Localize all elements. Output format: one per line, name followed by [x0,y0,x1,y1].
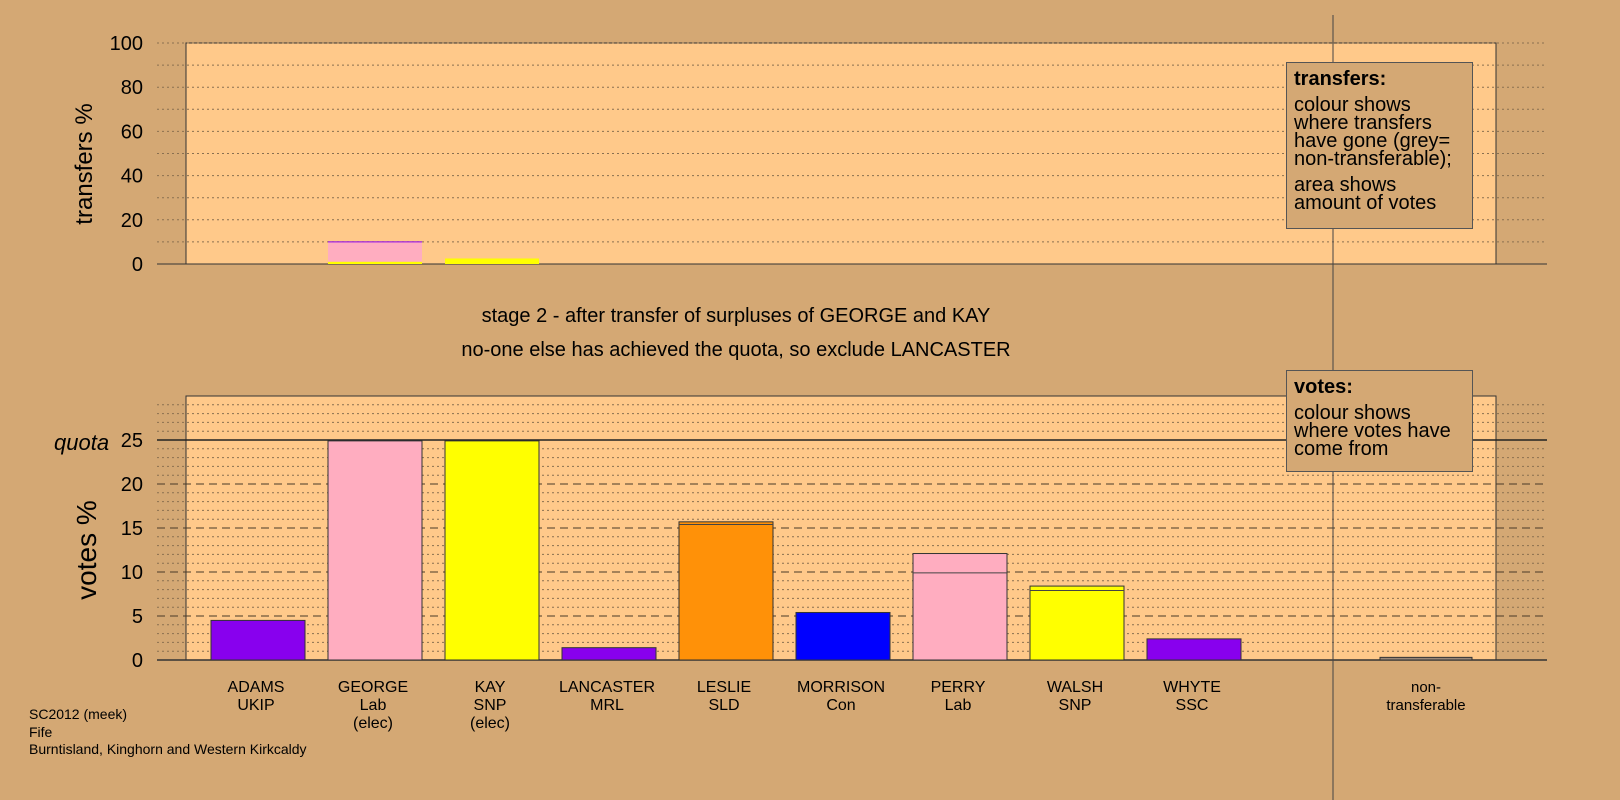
transfer-bar-george [328,241,422,264]
candidate-status: (elec) [352,715,393,732]
candidate-label-perry: PERRY Lab [898,679,1018,715]
candidate-label-adams: ADAMS UKIP [196,679,316,715]
candidate-label-walsh: WALSH SNP [1015,679,1135,715]
candidate-label-leslie: LESLIE SLD [664,679,784,715]
candidate-name: LESLIE [696,679,752,696]
candidate-party: MRL [590,697,624,714]
votes-legend-text1: colour shows where votes have come from [1294,402,1451,460]
transfers-tick-label: 100 [110,33,143,55]
votes-tick-label: 5 [132,606,143,628]
council-name: Fife [29,723,53,740]
candidate-party: Lab [359,697,387,714]
election-info: SC2012 (meek) Fife Burntisland, Kinghorn… [29,706,307,759]
candidate-label-whyte: WHYTE SSC [1132,679,1252,715]
transfers-tick-label: 0 [132,254,143,276]
nontransferable-label-line: transferable [1386,697,1466,714]
transfer-bar-layer [328,261,422,264]
transfers-tick-label: 20 [121,210,143,232]
votes-tick-label: 15 [121,518,143,540]
candidate-label-lancaster: LANCASTER MRL [547,679,667,715]
candidate-party: Con [826,697,856,714]
candidate-name: KAY [474,679,506,696]
candidate-party: SSC [1175,697,1209,714]
transfer-bar-kay [445,258,539,264]
votes-tick-label: 0 [132,650,143,672]
transfers-legend-title: transfers: [1294,68,1387,90]
nontransferable-bar [1379,656,1473,661]
transfers-legend-text2: area shows amount of votes [1294,174,1437,214]
candidate-name: LANCASTER [558,679,656,696]
candidate-name: WHYTE [1163,679,1221,696]
stage-subtitle: stage 2 - after transfer of surpluses of… [481,305,991,327]
vote-bar-george [327,440,423,661]
exclusion-subtitle: no-one else has achieved the quota, so e… [461,339,1011,361]
candidate-name: WALSH [1046,679,1104,696]
vote-bar-adams [210,619,306,661]
transfers-tick-label: 60 [121,121,143,143]
votes-tick-label: 25 [121,430,143,452]
votes-chart: 0 5 10 15 20 25 [121,395,1547,672]
candidate-name: ADAMS [227,679,285,696]
vote-bar-leslie [678,521,774,661]
transfers-axis-label: transfers % [71,103,98,225]
candidate-name: PERRY [930,679,986,696]
votes-legend: votes: colour shows where votes have com… [1286,370,1473,472]
nontransferable-label: non-transferable [1366,679,1486,715]
candidate-name: MORRISON [797,679,885,696]
nontransferable-label-line: non- [1410,679,1442,696]
vote-bar-whyte [1146,638,1242,661]
vote-bar-lancaster [561,647,657,661]
candidate-party: UKIP [237,697,275,714]
candidate-label-morrison: MORRISON Con [781,679,901,715]
votes-axis-label: votes % [71,500,102,600]
candidate-status: (elec) [469,715,510,732]
vote-bar-morrison [795,611,891,661]
candidate-label-george: GEORGE Lab (elec) [313,679,433,733]
election-method: SC2012 (meek) [29,706,128,722]
candidate-party: Lab [944,697,972,714]
transfers-tick-label: 80 [121,77,143,99]
quota-label: quota [54,430,110,455]
votes-tick-label: 10 [121,562,143,584]
candidate-party: SNP [1058,697,1092,714]
transfers-legend: transfers: colour shows where transfers … [1286,62,1473,229]
candidate-label-kay: KAY SNP (elec) [430,679,550,733]
candidate-party: SNP [473,697,507,714]
votes-tick-label: 20 [121,474,143,496]
transfers-chart: 0 20 40 60 80 100 [110,33,1547,276]
transfers-tick-label: 40 [121,166,143,188]
candidate-party: SLD [708,697,740,714]
vote-bar-walsh [1029,585,1125,661]
transfers-legend-text1: colour shows where transfers have gone (… [1294,94,1452,170]
ward-name: Burntisland, Kinghorn and Western Kirkca… [29,741,307,757]
votes-legend-title: votes: [1294,376,1353,398]
candidate-name: GEORGE [337,679,409,696]
vote-bar-kay [444,440,540,661]
vote-bar-perry [912,553,1008,661]
